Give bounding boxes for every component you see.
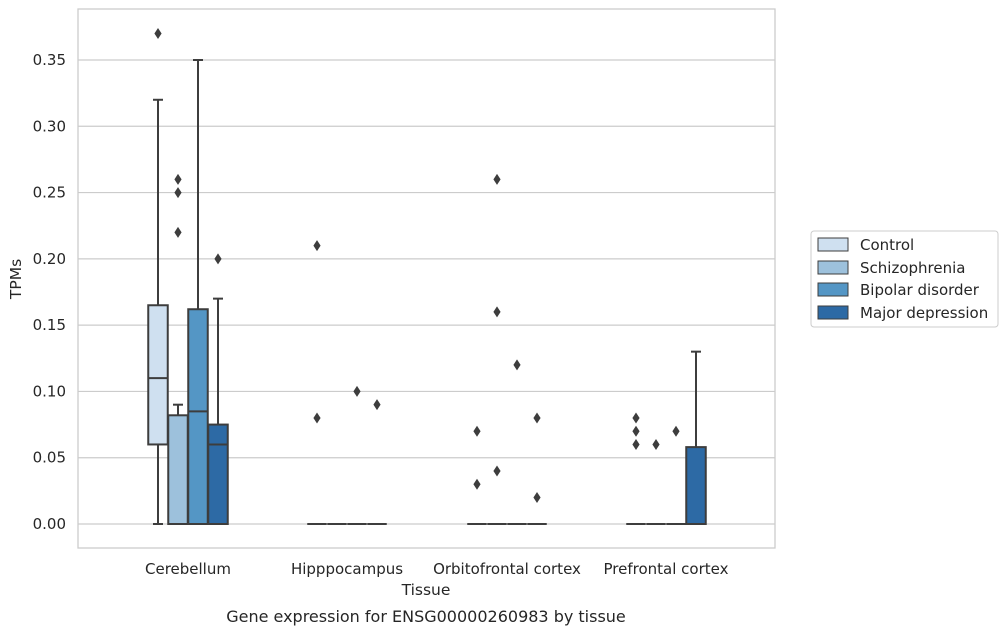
y-tick-label: 0.10 xyxy=(33,382,66,400)
y-tick-label: 0.00 xyxy=(33,515,66,533)
y-axis-title: TPMs xyxy=(7,259,25,300)
outlier-point xyxy=(632,425,640,437)
outlier-point xyxy=(214,253,222,265)
legend-swatch-bipolar-disorder xyxy=(817,282,849,297)
x-axis-title: Tissue xyxy=(401,581,451,599)
outlier-point xyxy=(174,173,182,185)
outlier-point xyxy=(652,438,660,450)
box-major-depression xyxy=(685,350,707,526)
box-body xyxy=(147,304,169,446)
x-tick-label: Prefrontal cortex xyxy=(604,560,729,578)
legend-swatch-major-depression xyxy=(817,305,849,320)
outlier-point xyxy=(353,385,361,397)
legend-label-major-depression: Major depression xyxy=(860,304,988,322)
outlier-point xyxy=(493,465,501,477)
y-tick-labels: 0.00 0.05 0.10 0.15 0.20 0.25 0.30 0.35 xyxy=(33,51,66,533)
outlier-point xyxy=(533,491,541,503)
plot-frame xyxy=(77,8,776,549)
box-body xyxy=(685,446,707,526)
x-tick-label: Orbitofrontal cortex xyxy=(433,560,581,578)
box-schizophrenia xyxy=(646,438,666,525)
y-tick-label: 0.30 xyxy=(33,117,66,135)
box-major-depression xyxy=(367,399,387,525)
outlier-point xyxy=(632,438,640,450)
box-body xyxy=(167,414,189,526)
y-tick-label: 0.05 xyxy=(33,449,66,467)
boxes xyxy=(147,27,707,526)
box-major-depression xyxy=(207,253,229,526)
box-bipolar-disorder xyxy=(507,359,527,525)
box-bipolar-disorder xyxy=(347,385,367,525)
box-bipolar-disorder xyxy=(187,59,209,525)
box-body xyxy=(187,308,209,525)
box-body xyxy=(207,423,229,526)
legend-label-control: Control xyxy=(860,236,914,254)
outlier-point xyxy=(513,359,521,371)
legend-frame xyxy=(810,230,999,328)
outlier-point xyxy=(493,173,501,185)
y-tick-label: 0.35 xyxy=(33,51,66,69)
outlier-point xyxy=(174,187,182,199)
legend-swatch-control xyxy=(817,237,849,252)
outlier-point xyxy=(493,306,501,318)
box-schizophrenia xyxy=(487,173,507,525)
outlier-point xyxy=(313,412,321,424)
outlier-point xyxy=(473,478,481,490)
box-bipolar-disorder xyxy=(666,425,686,525)
y-tick-label: 0.20 xyxy=(33,250,66,268)
outlier-point xyxy=(473,425,481,437)
legend-label-bipolar-disorder: Bipolar disorder xyxy=(860,281,980,299)
box-control xyxy=(307,240,327,525)
outlier-point xyxy=(154,27,162,39)
box-major-depression xyxy=(527,412,547,525)
x-tick-labels: Cerebellum Hipppocampus Orbitofrontal cort… xyxy=(145,560,729,578)
legend-swatch-schizophrenia xyxy=(817,260,849,275)
legend: Control Schizophrenia Bipolar disorder M… xyxy=(810,230,999,328)
outlier-point xyxy=(174,226,182,238)
box-control xyxy=(626,412,646,525)
legend-label-schizophrenia: Schizophrenia xyxy=(860,259,965,277)
box-control xyxy=(147,27,169,525)
outlier-point xyxy=(373,399,381,411)
box-control xyxy=(467,425,487,525)
y-tick-label: 0.25 xyxy=(33,184,66,202)
x-tick-label: Hipppocampus xyxy=(291,560,403,578)
chart-caption: Gene expression for ENSG00000260983 by t… xyxy=(226,607,626,626)
outlier-point xyxy=(313,240,321,252)
y-tick-label: 0.15 xyxy=(33,316,66,334)
outlier-point xyxy=(672,425,680,437)
outlier-point xyxy=(632,412,640,424)
outlier-point xyxy=(533,412,541,424)
x-tick-label: Cerebellum xyxy=(145,560,231,578)
